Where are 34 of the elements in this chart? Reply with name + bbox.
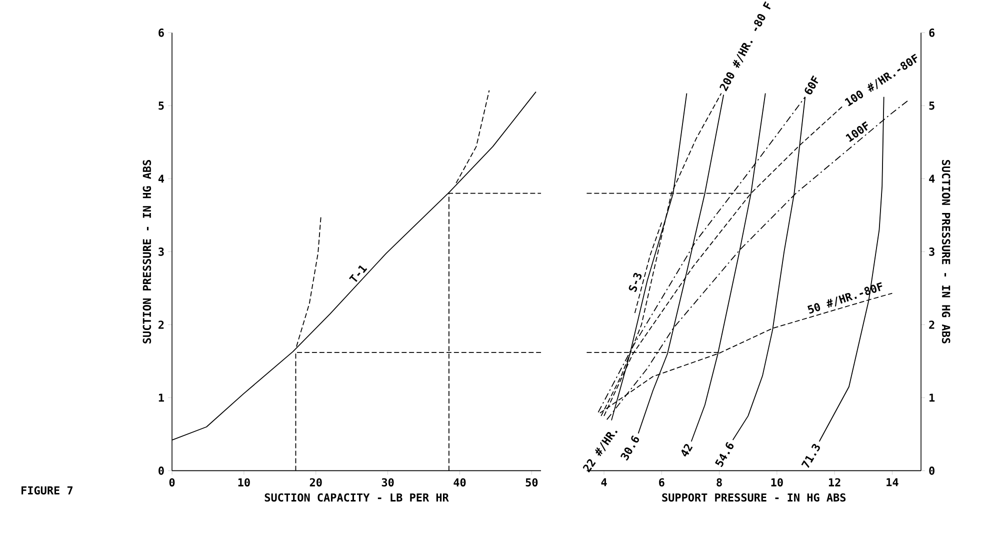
- y-tick-label: 0: [929, 466, 934, 475]
- text: 42: [681, 444, 693, 457]
- x-tick-label: 40: [454, 478, 466, 486]
- x-tick-label: 0: [169, 478, 175, 486]
- x-tick-label: 6: [659, 478, 664, 486]
- y-tick-label: 2: [929, 320, 934, 329]
- y-tick-label: 6: [158, 28, 164, 37]
- x-tick-label: 10: [238, 478, 250, 486]
- x-axis-title: SUPPORT PRESSURE - IN HG ABS: [662, 493, 846, 502]
- x-tick-label: 4: [601, 478, 607, 486]
- y-tick-label: 5: [158, 102, 164, 110]
- y-tick-label: 1: [158, 394, 164, 402]
- caption: FIGURE 7: [22, 486, 72, 495]
- x-tick-label: 14: [886, 478, 898, 486]
- x-axis-title: SUCTION CAPACITY - LB PER HR: [264, 493, 449, 502]
- y-tick-label: 0: [158, 466, 164, 475]
- y-tick-label: 2: [158, 320, 164, 329]
- y-tick-label: 3: [929, 248, 934, 256]
- y-tick-label: 5: [929, 102, 934, 110]
- x-tick-label: 8: [716, 478, 722, 486]
- y-tick-label: 1: [930, 394, 935, 402]
- y-axis-title: SUCTION PRESSURE - IN HG ABS: [942, 160, 950, 344]
- y-tick-label: 4: [929, 174, 935, 183]
- text: S-3: [628, 272, 642, 292]
- x-tick-label: 20: [310, 478, 322, 486]
- x-tick-label: 10: [771, 478, 783, 486]
- x-tick-label: 30: [382, 478, 394, 486]
- y-axis-title: SUCTION PRESSURE - IN HG ABS: [142, 160, 152, 344]
- x-tick-label: 50: [526, 478, 538, 486]
- text: T-1: [348, 265, 368, 282]
- x-tick-label: 12: [828, 478, 840, 486]
- y-tick-label: 6: [929, 28, 935, 37]
- y-tick-label: 3: [158, 248, 164, 256]
- y-tick-label: 4: [158, 174, 164, 183]
